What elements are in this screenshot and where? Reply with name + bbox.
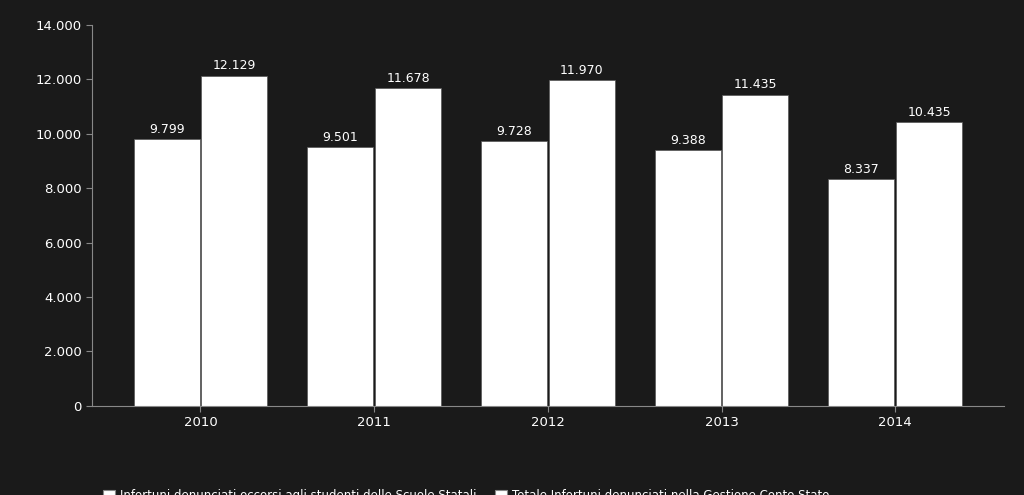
Bar [202,76,267,406]
Bar [828,179,894,406]
Bar [133,139,200,406]
Text: 9.728: 9.728 [496,125,531,138]
Bar [722,95,788,406]
Text: 9.388: 9.388 [670,134,706,147]
Bar [375,88,441,406]
Text: 9.501: 9.501 [323,131,358,144]
Text: 11.970: 11.970 [560,64,603,77]
Text: 9.799: 9.799 [148,123,184,136]
Text: 10.435: 10.435 [907,105,951,118]
Legend: Infortuni denunciati occorsi agli studenti delle Scuole Statali, Totale Infortun: Infortuni denunciati occorsi agli studen… [98,484,835,495]
Text: 11.435: 11.435 [733,78,777,91]
Bar [654,150,721,406]
Text: 11.678: 11.678 [386,72,430,85]
Text: 12.129: 12.129 [213,59,256,72]
Bar [549,80,614,406]
Bar [481,141,547,406]
Bar [896,122,963,406]
Text: 8.337: 8.337 [844,163,880,176]
Bar [307,147,374,406]
